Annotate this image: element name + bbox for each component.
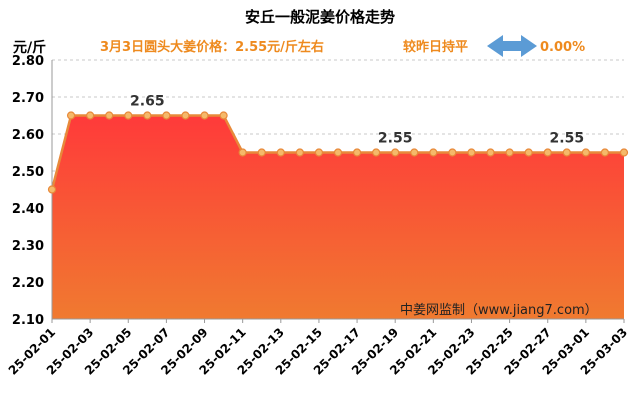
double-arrow-icon [487, 35, 537, 57]
area-fill [52, 115, 624, 319]
data-point [124, 111, 133, 120]
data-point [410, 148, 419, 157]
data-point [219, 111, 228, 120]
y-axis-unit: 元/斤 [13, 39, 46, 56]
data-point [543, 148, 552, 157]
y-tick-label: 2.40 [12, 202, 44, 217]
data-point [619, 148, 629, 157]
data-point [86, 111, 95, 120]
y-tick-label: 2.60 [12, 128, 44, 143]
data-point [429, 148, 438, 157]
data-point [181, 111, 190, 120]
data-point [505, 148, 514, 157]
data-point [352, 148, 362, 157]
data-label: 2.65 [130, 94, 165, 110]
y-tick-label: 2.10 [12, 313, 44, 328]
data-point [295, 148, 304, 157]
chart-title: 安丘一般泥姜价格走势 [245, 8, 395, 26]
y-tick-label: 2.30 [12, 239, 44, 254]
data-point [162, 111, 171, 120]
data-labels: 2.65 2.55 2.55 [130, 94, 584, 147]
change-value: 0.00% [540, 40, 585, 55]
area [50, 114, 624, 319]
data-point [238, 148, 247, 157]
data-point [66, 111, 76, 120]
data-point [257, 148, 266, 157]
y-tick-label: 2.70 [12, 91, 44, 106]
data-point [143, 111, 152, 120]
data-point [372, 148, 381, 157]
y-tick-label: 2.20 [12, 276, 44, 291]
price-summary: 3月3日圆头大姜价格：2.55元/斤左右 [100, 39, 324, 55]
data-point [391, 148, 400, 157]
data-point [200, 111, 209, 120]
data-point [47, 185, 57, 194]
data-label: 2.55 [378, 131, 413, 147]
watermark-text: 中姜网监制（www.jiang7.com） [400, 303, 598, 318]
data-point [581, 148, 590, 157]
data-point [524, 148, 533, 157]
data-point [314, 148, 324, 157]
data-point [467, 148, 476, 157]
markers [47, 111, 629, 194]
compare-text: 较昨日持平 [403, 39, 468, 55]
data-point [562, 148, 571, 157]
data-point [448, 148, 457, 157]
data-point [333, 148, 343, 157]
data-point [105, 111, 114, 120]
data-point [276, 148, 285, 157]
y-tick-label: 2.50 [12, 165, 44, 180]
data-point [600, 148, 610, 157]
data-label: 2.55 [550, 131, 585, 147]
data-point [486, 148, 495, 157]
y-tick-label: 2.80 [12, 54, 44, 69]
